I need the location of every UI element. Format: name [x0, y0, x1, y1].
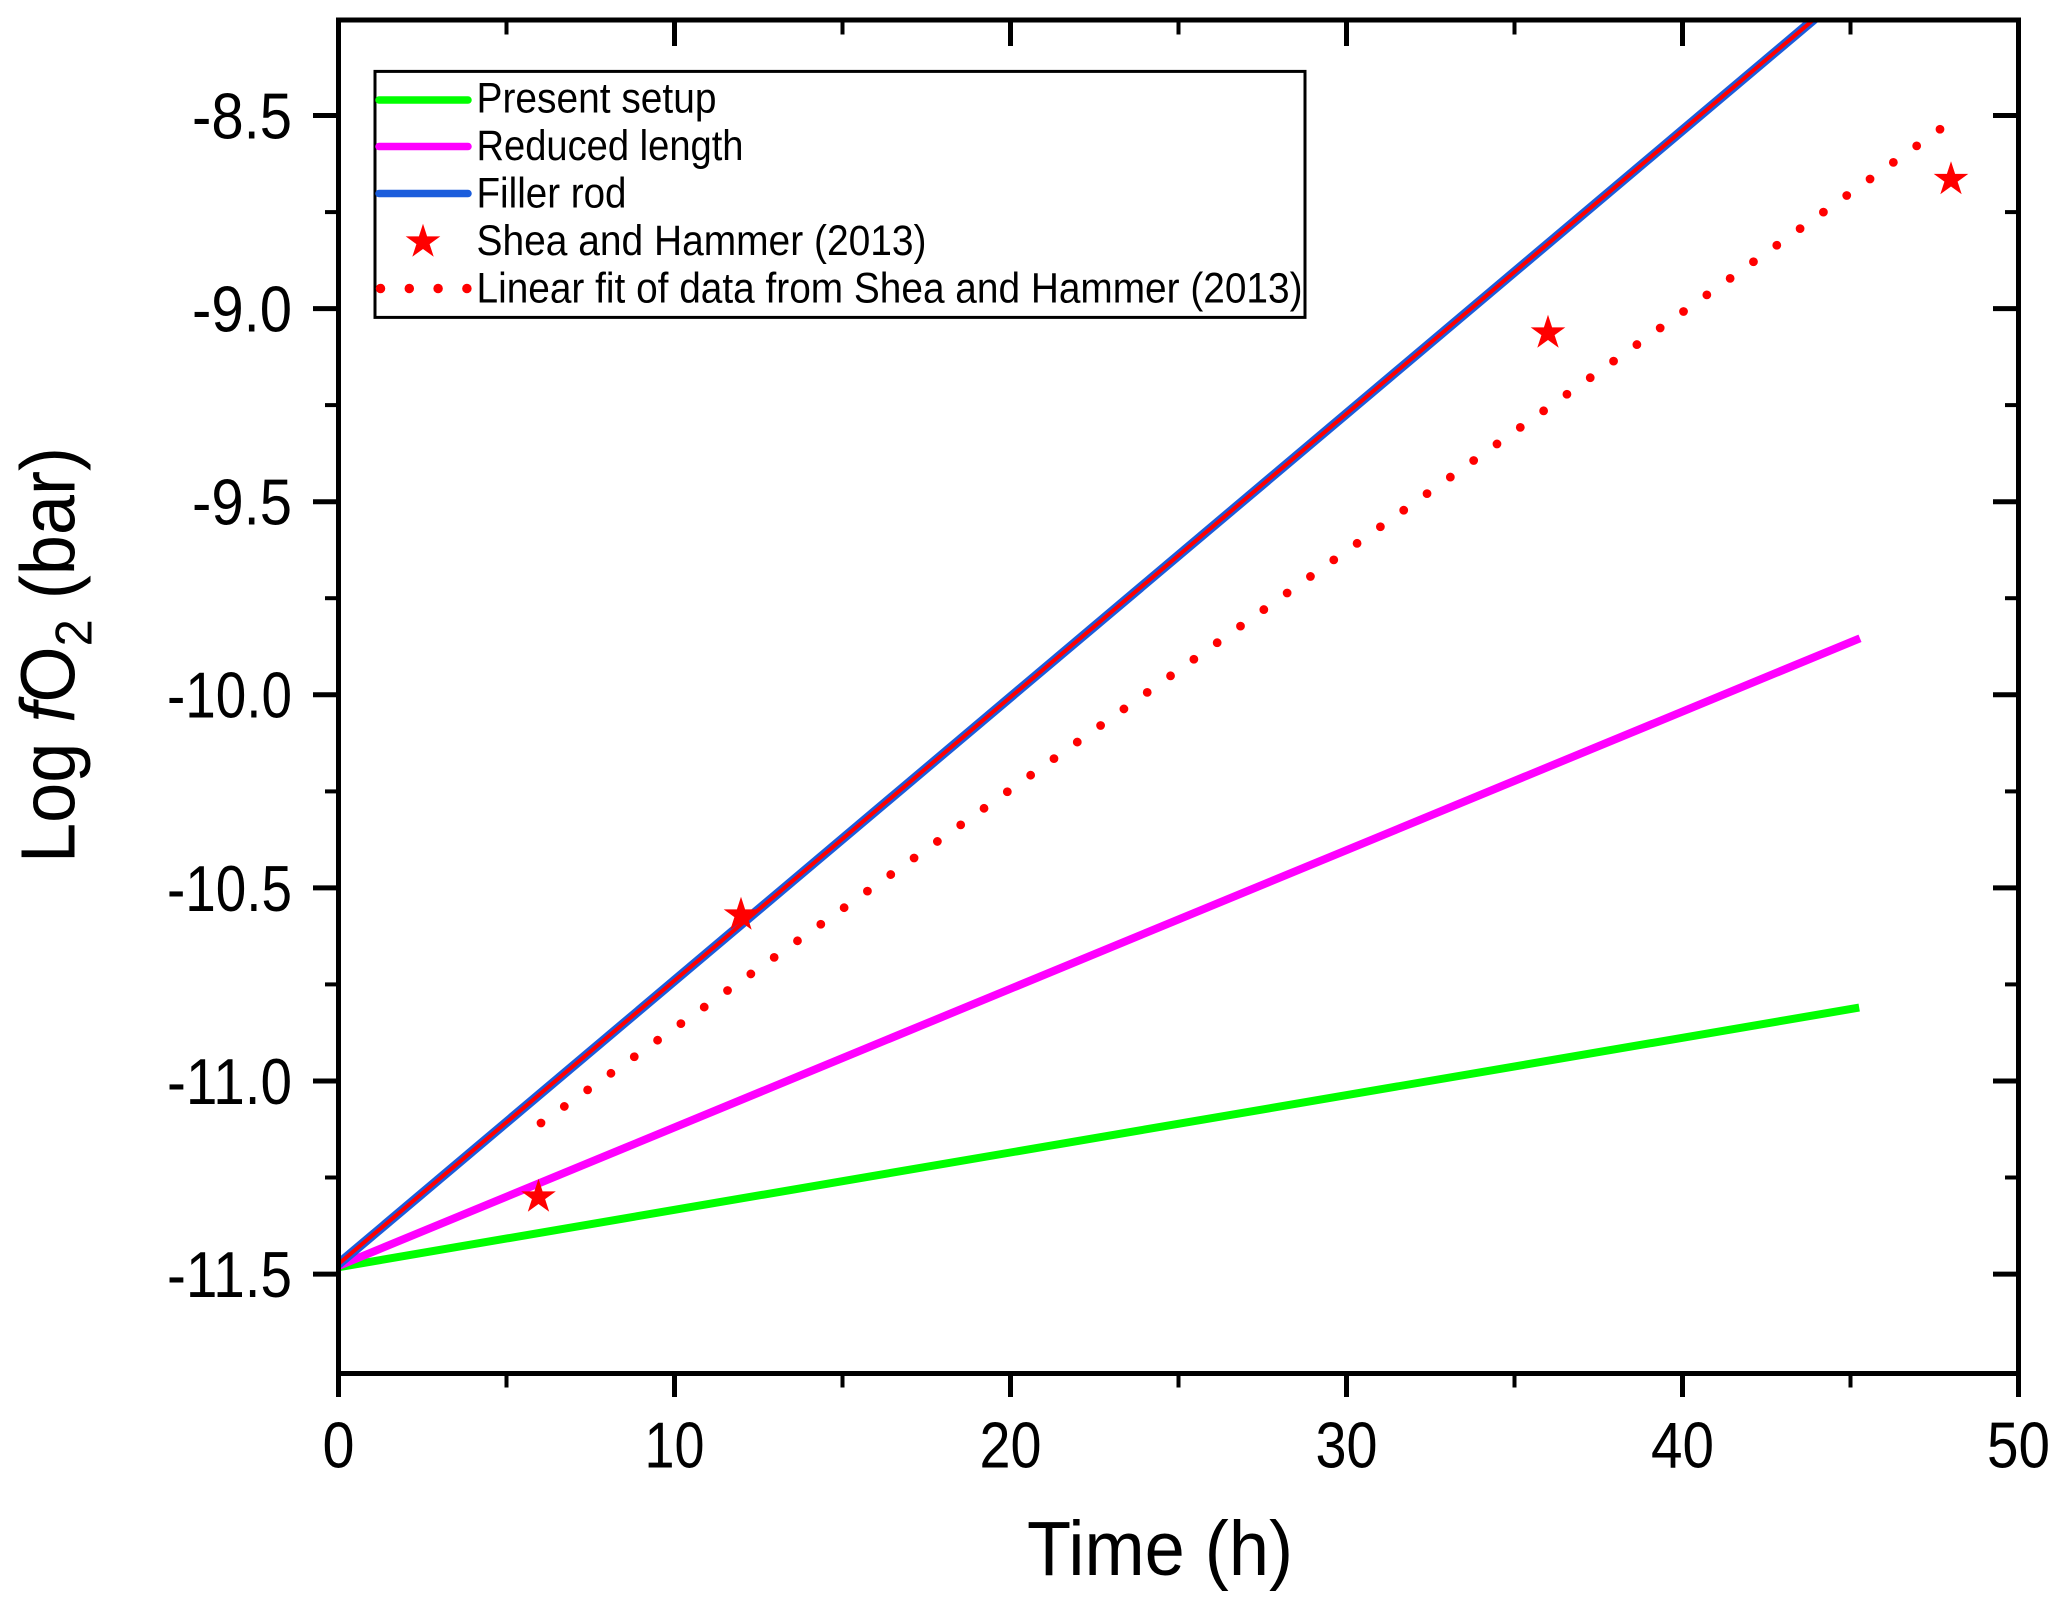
svg-text:-11.5: -11.5 [167, 1238, 292, 1311]
svg-text:30: 30 [1316, 1409, 1378, 1482]
svg-text:-10.0: -10.0 [167, 659, 292, 732]
svg-text:-10.5: -10.5 [167, 852, 292, 925]
svg-text:-9.5: -9.5 [192, 466, 292, 539]
svg-text:Filler rod: Filler rod [477, 170, 627, 218]
svg-text:50: 50 [1987, 1409, 2050, 1482]
svg-text:Log fO2 (bar): Log fO2 (bar) [6, 447, 104, 863]
svg-text:Present setup: Present setup [477, 75, 717, 123]
svg-text:Time (h): Time (h) [1027, 1506, 1293, 1592]
svg-text:Linear fit of data from Shea a: Linear fit of data from Shea and Hammer … [477, 264, 1303, 312]
svg-text:-11.0: -11.0 [167, 1045, 292, 1118]
svg-text:0: 0 [323, 1409, 355, 1482]
svg-text:Reduced length: Reduced length [477, 122, 744, 170]
svg-text:-8.5: -8.5 [192, 79, 292, 152]
svg-text:20: 20 [980, 1409, 1042, 1482]
svg-text:Shea and Hammer (2013): Shea and Hammer (2013) [477, 217, 927, 265]
svg-text:-9.0: -9.0 [192, 273, 292, 346]
svg-text:10: 10 [645, 1409, 705, 1482]
svg-text:40: 40 [1651, 1409, 1714, 1482]
